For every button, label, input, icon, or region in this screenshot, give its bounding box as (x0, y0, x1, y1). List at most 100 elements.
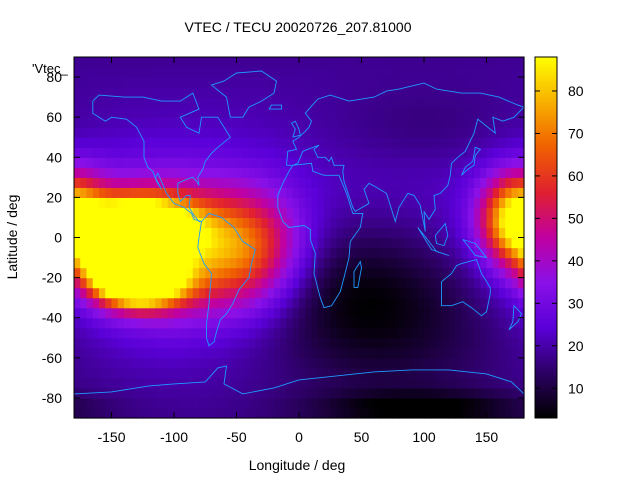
heatmap-cell (211, 197, 219, 209)
heatmap-cell (380, 387, 388, 399)
heatmap-cell (117, 157, 125, 168)
heatmap-cell (386, 297, 394, 309)
heatmap-cell (286, 177, 294, 188)
heatmap-cell (80, 57, 88, 68)
heatmap-cell (267, 287, 275, 299)
heatmap-cell (155, 327, 163, 339)
heatmap-cell (399, 87, 406, 98)
heatmap-cell (505, 397, 513, 409)
heatmap-cell (205, 287, 213, 299)
heatmap-cell (249, 77, 256, 88)
heatmap-cell (242, 317, 250, 329)
heatmap-cell (161, 57, 169, 68)
heatmap-cell (492, 267, 500, 279)
heatmap-cell (224, 167, 231, 178)
heatmap-cell (280, 257, 288, 269)
heatmap-cell (286, 137, 294, 148)
heatmap-cell (192, 197, 200, 209)
heatmap-cell (242, 347, 250, 359)
heatmap-cell (455, 287, 463, 299)
heatmap-cell (492, 137, 500, 148)
heatmap-cell (336, 227, 344, 239)
heatmap-cell (492, 117, 500, 128)
heatmap-cell (386, 127, 394, 138)
heatmap-cell (217, 287, 225, 299)
heatmap-cell (199, 87, 206, 98)
heatmap-cell (149, 387, 156, 399)
x-tick-label: 50 (354, 429, 370, 445)
heatmap-cell (105, 327, 113, 339)
colorbar-tick-label: 10 (568, 380, 584, 396)
heatmap-cell (505, 87, 513, 98)
heatmap-cell (99, 327, 106, 339)
y-tick-label: -40 (42, 310, 62, 326)
heatmap-cell (461, 107, 469, 118)
heatmap-cell (174, 307, 181, 319)
heatmap-cell (330, 267, 338, 279)
heatmap-cell (442, 187, 450, 198)
heatmap-cell (317, 157, 325, 168)
heatmap-cell (205, 197, 213, 209)
heatmap-cell (236, 397, 244, 409)
heatmap-cell (99, 217, 106, 229)
heatmap-cell (255, 237, 263, 249)
heatmap-cell (305, 367, 313, 379)
heatmap-cell (111, 97, 119, 108)
heatmap-cell (386, 257, 394, 269)
heatmap-cell (261, 257, 269, 269)
heatmap-cell (405, 77, 413, 88)
heatmap-cell (305, 197, 313, 209)
heatmap-cell (242, 297, 250, 309)
heatmap-cell (161, 267, 169, 279)
heatmap-cell (236, 227, 244, 239)
heatmap-cell (142, 367, 150, 379)
heatmap-cell (486, 377, 494, 389)
heatmap-cell (236, 357, 244, 369)
heatmap-cell (486, 177, 494, 188)
heatmap-cell (261, 187, 269, 198)
heatmap-cell (130, 67, 138, 78)
heatmap-cell (455, 277, 463, 289)
heatmap-cell (392, 177, 400, 188)
heatmap-cell (211, 297, 219, 309)
heatmap-cell (336, 317, 344, 329)
heatmap-cell (174, 247, 181, 259)
heatmap-cell (199, 207, 206, 219)
heatmap-cell (417, 87, 425, 98)
heatmap-cell (149, 227, 156, 239)
heatmap-cell (242, 377, 250, 389)
heatmap-cell (130, 137, 138, 148)
heatmap-cell (511, 107, 519, 118)
heatmap-cell (155, 57, 163, 68)
heatmap-cell (424, 97, 431, 108)
heatmap-cell (261, 147, 269, 158)
heatmap-cell (80, 107, 88, 118)
heatmap-cell (461, 237, 469, 249)
heatmap-cell (74, 257, 81, 269)
heatmap-cell (205, 387, 213, 399)
heatmap-cell (367, 407, 375, 419)
heatmap-cell (442, 157, 450, 168)
heatmap-cell (355, 137, 363, 148)
heatmap-cell (430, 197, 438, 209)
heatmap-cell (299, 367, 306, 379)
heatmap-cell (117, 257, 125, 269)
heatmap-cell (386, 207, 394, 219)
heatmap-cell (374, 197, 381, 209)
heatmap-cell (392, 97, 400, 108)
heatmap-cell (74, 277, 81, 289)
heatmap-cell (136, 267, 144, 279)
heatmap-cell (292, 137, 300, 148)
heatmap-cell (205, 247, 213, 259)
heatmap-cell (286, 77, 294, 88)
heatmap-cell (480, 187, 488, 198)
heatmap-cell (480, 247, 488, 259)
heatmap-cell (211, 357, 219, 369)
heatmap-cell (292, 317, 300, 329)
heatmap-cell (267, 147, 275, 158)
heatmap-cell (217, 207, 225, 219)
heatmap-cell (261, 137, 269, 148)
heatmap-cell (480, 327, 488, 339)
heatmap-cell (449, 67, 456, 78)
heatmap-cell (486, 407, 494, 419)
